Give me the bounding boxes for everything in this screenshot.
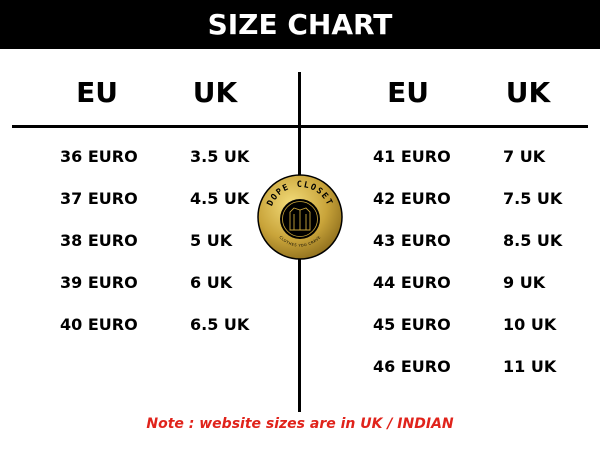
left-eu-size: 38 EURO [60,231,138,250]
right-eu-size: 44 EURO [373,273,451,292]
right-uk-size: 8.5 UK [503,231,563,250]
page-title: SIZE CHART [0,0,600,49]
dope-closet-logo: DOPE CLOSET CLOTHES YOU CRAVE [257,174,343,260]
right-uk-size: 9 UK [503,273,546,292]
right-eu-size: 45 EURO [373,315,451,334]
shirt-icon [289,207,311,231]
left-uk-size: 6 UK [190,273,233,292]
right-eu-size: 46 EURO [373,357,451,376]
right-eu-size: 43 EURO [373,231,451,250]
right-uk-size: 11 UK [503,357,557,376]
right-uk-size: 7.5 UK [503,189,563,208]
left-eu-size: 37 EURO [60,189,138,208]
left-eu-size: 36 EURO [60,147,138,166]
left-uk-size: 4.5 UK [190,189,250,208]
left-uk-size: 3.5 UK [190,147,250,166]
left-uk-size: 5 UK [190,231,233,250]
right-uk-size: 7 UK [503,147,546,166]
left-eu-size: 40 EURO [60,315,138,334]
left-eu-size: 39 EURO [60,273,138,292]
right-eu-size: 41 EURO [373,147,451,166]
size-note: Note : website sizes are in UK / INDIAN [146,416,454,432]
right-eu-size: 42 EURO [373,189,451,208]
right-uk-size: 10 UK [503,315,557,334]
left-eu-header: EU [76,76,118,109]
left-uk-size: 6.5 UK [190,315,250,334]
right-eu-header: EU [387,76,429,109]
right-uk-header: UK [505,76,551,109]
left-uk-header: UK [192,76,238,109]
